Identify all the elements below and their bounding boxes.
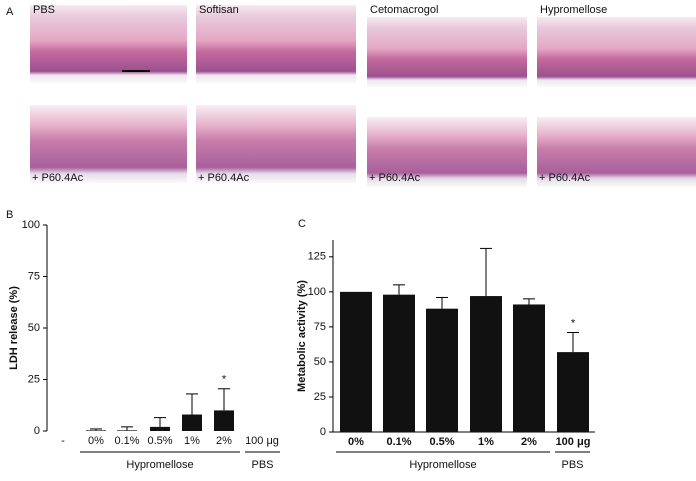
charts: B LDH release (%) 0 25 50 75 100 - 0% 0.1% 0.5% 1% *… xyxy=(6,209,595,471)
bar xyxy=(117,430,137,431)
x-tick-label: 0% xyxy=(348,436,364,448)
y-tick-label: 0 xyxy=(320,426,326,438)
significance-marker: * xyxy=(222,374,227,386)
group-label: Hypromellose xyxy=(409,459,476,471)
y-axis-label: Metabolic activity (%) xyxy=(296,280,308,392)
bar xyxy=(182,414,202,431)
y-axis-label: LDH release (%) xyxy=(8,286,20,370)
histology-panel: + P60.4Ac PBS + P60.4Ac Softisan + P60.4Ac Ce… xyxy=(30,4,696,187)
histology-image xyxy=(196,5,356,83)
x-tick-label: 1% xyxy=(478,436,494,448)
panel-label: C xyxy=(298,218,306,230)
image-label: Cetomacrogol xyxy=(370,4,438,16)
y-tick-label: 50 xyxy=(314,356,326,368)
treatment-label: + P60.4Ac xyxy=(198,172,250,184)
treatment-label: + P60.4Ac xyxy=(32,172,84,184)
histology-image xyxy=(537,117,696,187)
x-tick-label: 100 μg xyxy=(556,436,591,448)
x-tick-label: 0.5% xyxy=(147,435,172,447)
group-label: PBS xyxy=(251,459,273,471)
y-tick-label: 100 xyxy=(308,286,326,298)
histology-image xyxy=(367,17,527,87)
bar xyxy=(383,294,415,432)
significance-marker: * xyxy=(571,317,576,329)
panel-label: A xyxy=(6,6,14,18)
y-tick-label: 75 xyxy=(28,270,40,282)
x-tick-label: 2% xyxy=(521,436,537,448)
bar xyxy=(150,426,170,431)
x-tick-label: 1% xyxy=(184,435,200,447)
bar xyxy=(557,352,589,432)
bar xyxy=(470,296,502,432)
y-tick-label: 0 xyxy=(34,425,40,437)
panel-label: B xyxy=(6,209,13,221)
y-tick-label: 125 xyxy=(308,251,326,263)
x-tick-label: 2% xyxy=(216,435,232,447)
y-tick-label: 50 xyxy=(28,322,40,334)
x-tick-label: 0.1% xyxy=(386,436,411,448)
image-label: PBS xyxy=(33,4,55,16)
bar xyxy=(86,430,106,431)
bar xyxy=(214,410,234,431)
histology-image xyxy=(196,105,356,183)
image-label: Softisan xyxy=(199,4,239,16)
y-tick-label: 100 xyxy=(22,219,40,231)
y-tick-label: 75 xyxy=(314,321,326,333)
y-tick-label: 25 xyxy=(28,373,40,385)
x-tick-label: 0.1% xyxy=(114,435,139,447)
treatment-label: + P60.4Ac xyxy=(539,172,591,184)
group-label: Hypromellose xyxy=(126,459,193,471)
bar xyxy=(426,308,458,432)
histology-image xyxy=(30,5,187,83)
x-tick-label: 0.5% xyxy=(429,436,454,448)
histology-image xyxy=(537,17,696,87)
image-label: Hypromellose xyxy=(540,4,607,16)
histology-image xyxy=(30,105,187,183)
bar xyxy=(513,304,545,432)
x-tick-label: - xyxy=(61,435,65,447)
bar xyxy=(340,291,372,432)
treatment-label: + P60.4Ac xyxy=(369,172,421,184)
group-label: PBS xyxy=(561,459,583,471)
x-tick-label: 0% xyxy=(88,435,104,447)
x-tick-label: 100 μg xyxy=(245,435,279,447)
y-tick-label: 25 xyxy=(314,391,326,403)
histology-image xyxy=(367,117,527,187)
